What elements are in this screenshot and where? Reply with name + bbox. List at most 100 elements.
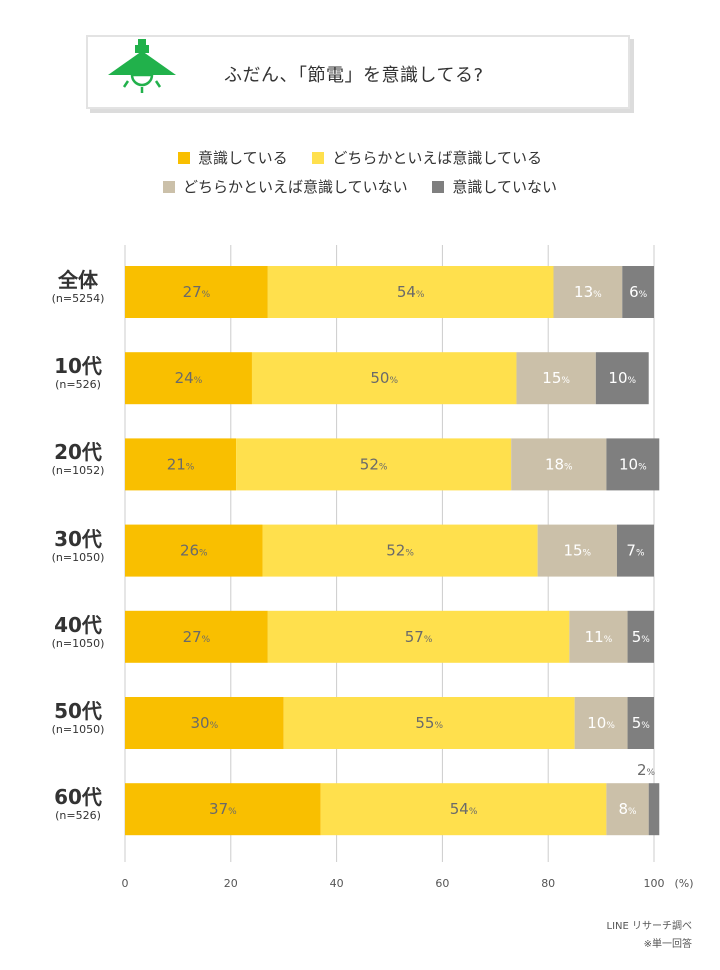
bar-segment (125, 783, 321, 836)
category-label: 20代 (54, 440, 102, 465)
data-label: 24% (175, 369, 203, 387)
data-label: 5% (632, 714, 651, 732)
data-label: 18% (545, 455, 573, 473)
legend-item-very-conscious: 意識している (178, 147, 288, 168)
bar-segment (511, 438, 607, 491)
bar-segment (262, 524, 538, 577)
data-label: 5% (632, 628, 651, 646)
note-text: ※単一回答 (643, 939, 692, 950)
data-label: 13% (574, 283, 602, 301)
data-label: 21% (167, 455, 195, 473)
bar-segment (627, 610, 654, 663)
category-label: 60代 (54, 785, 102, 810)
x-tick-label: 20 (224, 877, 238, 890)
bar-segment (267, 266, 554, 318)
bar-segment (627, 697, 654, 749)
data-label: 8% (618, 800, 637, 818)
data-label: 15% (563, 542, 591, 560)
bar-segment (125, 697, 284, 749)
bar-segment (569, 610, 628, 663)
bar-segment (267, 610, 570, 663)
x-axis-unit: (%) (674, 877, 693, 890)
data-label: 57% (405, 628, 433, 646)
sample-size-label: (n=5254) (51, 292, 105, 305)
legend-label: 意識している (198, 149, 288, 167)
sample-size-label: (n=526) (55, 809, 101, 823)
legend-label: 意識していない (452, 178, 557, 196)
data-label: 11% (585, 628, 613, 646)
row-label: 10代 (n=526) (40, 354, 116, 392)
bar-segment (595, 352, 649, 405)
legend-item-not-conscious: 意識していない (432, 176, 557, 197)
sample-size-label: (n=1050) (51, 723, 105, 736)
legend-item-somewhat-conscious: どちらかといえば意識している (312, 147, 542, 168)
category-label: 30代 (54, 526, 102, 551)
row-label: 40代 (n=1050) (40, 613, 116, 651)
data-label: 10% (587, 714, 615, 732)
bar-segment (574, 697, 628, 749)
chart-title: ふだん、「節電」を意識してる? (224, 65, 484, 86)
sample-size-label: (n=1052) (51, 464, 105, 478)
data-label: 37% (209, 800, 237, 818)
x-tick-label: 40 (330, 877, 344, 890)
data-label: 55% (415, 714, 443, 732)
data-label: 54% (397, 283, 425, 301)
legend-swatch (432, 181, 445, 193)
data-label: 50% (370, 369, 398, 387)
bar-segment (236, 438, 512, 491)
bar-segment (616, 524, 654, 577)
category-label: 50代 (54, 699, 102, 723)
data-label: 6% (629, 283, 648, 301)
data-label: 2% (637, 761, 656, 779)
bar-segment (537, 524, 617, 577)
title-box: ふだん、「節電」を意識してる? (86, 35, 630, 109)
data-label: 26% (180, 542, 208, 560)
x-tick-label: 0 (122, 877, 129, 890)
sample-size-label: (n=1050) (51, 636, 105, 650)
bar-segment (125, 438, 237, 491)
x-tick-label: 80 (541, 877, 555, 890)
x-tick-label: 100 (644, 877, 665, 890)
data-label: 54% (450, 800, 478, 818)
row-label: 50代 (n=1050) (40, 699, 116, 737)
bar-segment (320, 783, 607, 836)
legend-swatch (312, 152, 325, 164)
data-label: 15% (542, 369, 570, 387)
data-label: 27% (183, 283, 211, 301)
legend-swatch (163, 181, 176, 193)
row-label: 30代 (n=1050) (40, 527, 116, 565)
data-label: 52% (360, 455, 388, 473)
bar-segment (516, 352, 596, 405)
data-label: 27% (183, 628, 211, 646)
bar-segment (125, 524, 263, 577)
source-text: LINE リサーチ調べ (606, 921, 693, 932)
bar-segment (283, 697, 575, 749)
bar-segment (606, 783, 649, 836)
bar-segment (622, 266, 654, 318)
sample-size-label: (n=526) (55, 378, 101, 392)
row-label: 全体 (n=5254) (40, 268, 116, 306)
category-label: 10代 (54, 354, 102, 379)
legend-row-2: どちらかといえば意識していない 意識していない (0, 176, 720, 197)
data-label: 10% (619, 455, 647, 473)
data-label: 10% (608, 369, 636, 387)
row-label: 60代 (n=526) (40, 785, 116, 823)
data-label: 7% (626, 542, 645, 560)
bar-segment (553, 266, 623, 318)
bar-segment (251, 352, 517, 405)
data-label: 30% (191, 714, 219, 732)
legend-label: どちらかといえば意識していない (183, 178, 408, 196)
legend-row-1: 意識している どちらかといえば意識している (0, 147, 720, 168)
bar-segment (606, 438, 660, 491)
legend-item-somewhat-not: どちらかといえば意識していない (163, 176, 408, 197)
lamp-icon (108, 39, 176, 93)
legend-swatch (178, 152, 191, 164)
bar-segment (648, 783, 660, 836)
category-label: 全体 (58, 268, 98, 292)
sample-size-label: (n=1050) (51, 550, 105, 564)
legend-label: どちらかといえば意識している (332, 149, 542, 167)
bar-segment (125, 266, 268, 318)
data-label: 52% (386, 542, 414, 560)
x-tick-label: 60 (435, 877, 449, 890)
